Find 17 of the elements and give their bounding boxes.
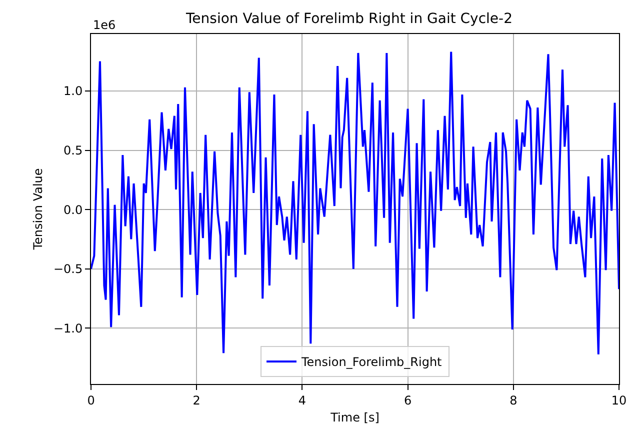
x-tick-label: 2 bbox=[192, 393, 200, 408]
y-tick-label: 0.0 bbox=[64, 202, 83, 217]
y-tick-label: −1.0 bbox=[53, 321, 83, 336]
x-tick-label: 6 bbox=[404, 393, 412, 408]
text: 1e6 bbox=[93, 18, 116, 32]
y-tick-label: 0.5 bbox=[64, 143, 83, 158]
x-axis-title: Time [s] bbox=[330, 410, 380, 424]
y-tick-label: 1.0 bbox=[64, 84, 83, 98]
x-tick-label: 4 bbox=[298, 393, 306, 408]
x-tick-label: 10 bbox=[611, 393, 627, 408]
y-axis-title: Tension Value bbox=[30, 168, 45, 251]
line-series bbox=[91, 50, 619, 356]
y-tick-label: −0.5 bbox=[53, 262, 83, 276]
legend-label: Tension_Forelimb_Right bbox=[300, 355, 442, 370]
chart-title: Tension Value of Forelimb Right in Gait Cycle-2 bbox=[184, 11, 513, 28]
x-tick-label: 0 bbox=[87, 393, 95, 408]
x-tick-label: 8 bbox=[510, 393, 518, 408]
